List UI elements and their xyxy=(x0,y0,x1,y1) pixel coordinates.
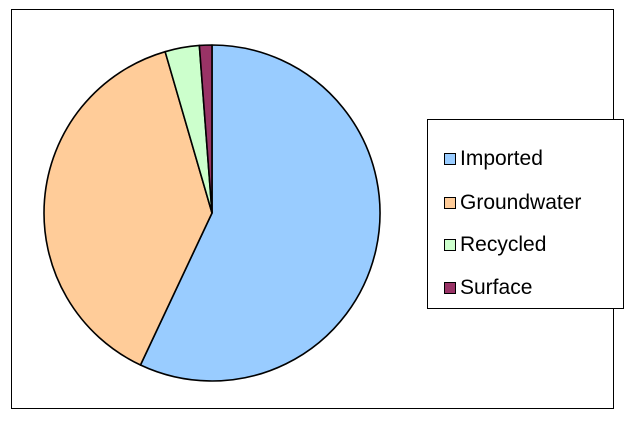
pie-slice-groundwater xyxy=(43,50,213,366)
chart-area: Imported Groundwater Recycled Surface xyxy=(11,9,624,409)
legend-label-recycled: Recycled xyxy=(460,233,547,256)
legend-swatch-surface xyxy=(444,282,456,294)
pie-slice-imported xyxy=(139,44,381,382)
legend-label-imported: Imported xyxy=(460,147,543,170)
legend-swatch-recycled xyxy=(444,239,456,251)
legend-label-surface: Surface xyxy=(460,276,533,299)
legend-item-recycled: Recycled xyxy=(444,232,546,258)
legend-item-surface: Surface xyxy=(444,275,532,301)
legend-label-groundwater: Groundwater xyxy=(460,191,582,214)
legend-item-imported: Imported xyxy=(444,146,543,172)
legend-swatch-imported xyxy=(444,153,456,165)
legend: Imported Groundwater Recycled Surface xyxy=(427,119,624,309)
pie-slice-surface xyxy=(198,44,213,214)
legend-item-groundwater: Groundwater xyxy=(444,190,581,216)
pie-chart xyxy=(43,44,381,382)
legend-swatch-groundwater xyxy=(444,197,456,209)
